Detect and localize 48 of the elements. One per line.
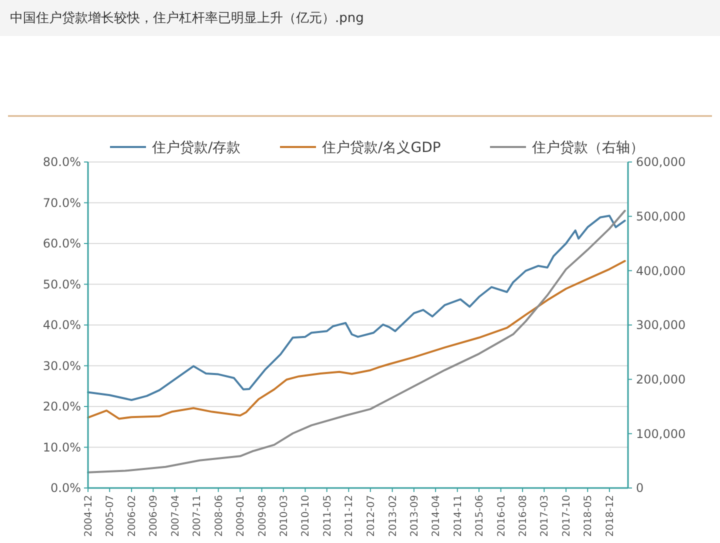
y-tick-label: 20.0% (42, 400, 81, 414)
y2-tick-label: 400,000 (636, 264, 686, 278)
legend-label: 住户贷款/存款 (151, 140, 241, 156)
x-tick-label: 2007-04 (170, 495, 182, 537)
x-tick-label: 2017-03 (540, 495, 551, 537)
x-tick-label: 2009-01 (236, 495, 247, 537)
y2-tick-label: 100,000 (636, 426, 686, 441)
y2-tick-label: 500,000 (636, 210, 686, 224)
y2-tick-label: 300,000 (636, 318, 686, 332)
x-tick-label: 2010-10 (300, 495, 312, 537)
x-tick-label: 2010-03 (278, 495, 290, 537)
x-tick-label: 2015-06 (474, 495, 486, 537)
x-tick-label: 2005-07 (105, 495, 116, 537)
x-tick-label: 2017-10 (561, 495, 572, 537)
x-tick-label: 2009-08 (257, 495, 268, 537)
x-tick-label: 2007-11 (192, 495, 204, 537)
y-tick-label: 40.0% (42, 318, 81, 332)
x-tick-label: 2013-09 (409, 495, 420, 537)
y-tick-label: 0.0% (50, 481, 81, 496)
y2-tick-label: 200,000 (636, 372, 686, 387)
line-series (87, 210, 626, 474)
y2-tick-label: 0 (636, 481, 644, 496)
x-tick-label: 2018-12 (604, 495, 616, 537)
x-tick-label: 2014-11 (452, 495, 464, 537)
x-tick-label: 2018-05 (583, 495, 594, 537)
x-tick-label: 2008-06 (214, 495, 225, 537)
y-tick-label: 30.0% (42, 358, 81, 373)
y-tick-label: 80.0% (42, 155, 81, 170)
y-tick-label: 10.0% (42, 440, 81, 454)
x-tick-label: 2004-12 (84, 495, 94, 537)
y-tick-label: 70.0% (42, 196, 81, 210)
chart-title: 中国住户贷款增长较快，住户杠杆率已明显上升（亿元）.png (10, 10, 364, 26)
line-series (87, 260, 626, 420)
x-tick-label: 2014-04 (431, 495, 442, 537)
x-tick-label: 2016-01 (496, 495, 508, 537)
x-tick-label: 2011-05 (322, 495, 334, 537)
legend-label: 住户贷款/名义GDP (321, 140, 441, 156)
line-series (87, 214, 626, 401)
x-tick-label: 2012-07 (366, 495, 377, 537)
x-tick-label: 2006-09 (148, 495, 160, 537)
x-tick-label: 2006-02 (127, 495, 138, 537)
x-tick-label: 2013-02 (388, 495, 399, 537)
x-tick-label: 2011-12 (344, 495, 356, 537)
x-tick-label: 2016-08 (518, 495, 530, 537)
y2-tick-label: 600,000 (636, 155, 686, 170)
legend-label: 住户贷款（右轴） (531, 140, 644, 156)
y-tick-label: 50.0% (42, 277, 81, 292)
y-tick-label: 60.0% (42, 236, 81, 251)
